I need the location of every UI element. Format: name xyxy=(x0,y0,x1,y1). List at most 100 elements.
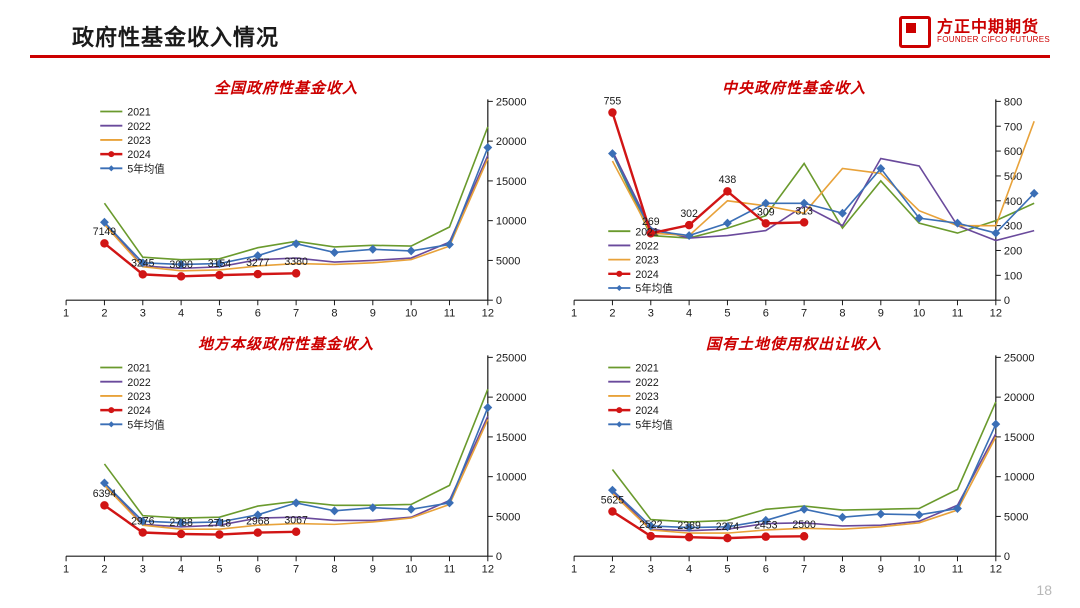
svg-text:2274: 2274 xyxy=(716,520,740,532)
svg-text:25000: 25000 xyxy=(496,352,527,364)
svg-text:2021: 2021 xyxy=(127,362,151,374)
svg-text:2024: 2024 xyxy=(635,405,659,417)
svg-text:5000: 5000 xyxy=(496,255,521,267)
svg-text:5625: 5625 xyxy=(601,494,625,506)
svg-text:0: 0 xyxy=(1004,551,1010,563)
svg-text:11: 11 xyxy=(444,563,455,575)
svg-text:5年均值: 5年均值 xyxy=(635,282,673,295)
svg-text:2024: 2024 xyxy=(127,405,151,417)
svg-text:5: 5 xyxy=(216,307,222,319)
brand-logo: 方正中期期货 FOUNDER CIFCO FUTURES xyxy=(899,16,1050,48)
svg-text:9: 9 xyxy=(370,307,376,319)
svg-text:10000: 10000 xyxy=(1004,471,1035,483)
svg-text:2022: 2022 xyxy=(635,240,659,252)
svg-text:11: 11 xyxy=(952,307,963,319)
svg-text:8: 8 xyxy=(331,563,337,575)
svg-text:20000: 20000 xyxy=(496,136,527,148)
svg-text:2023: 2023 xyxy=(127,135,151,147)
svg-text:20000: 20000 xyxy=(1004,392,1035,404)
svg-text:9: 9 xyxy=(878,563,884,575)
chart-local-fund: 1234567891011120500010000150002000025000… xyxy=(40,331,532,579)
svg-text:25000: 25000 xyxy=(1004,352,1035,364)
svg-text:5: 5 xyxy=(724,563,730,575)
panel-land-transfer: 国有土地使用权出让收入 1234567891011120500010000150… xyxy=(548,331,1040,579)
svg-text:313: 313 xyxy=(795,205,813,217)
svg-text:3000: 3000 xyxy=(169,259,193,271)
svg-text:2024: 2024 xyxy=(635,269,659,281)
svg-text:1: 1 xyxy=(63,563,69,575)
svg-text:4: 4 xyxy=(686,307,692,319)
svg-text:6: 6 xyxy=(763,563,769,575)
svg-text:100: 100 xyxy=(1004,270,1022,282)
svg-text:3: 3 xyxy=(648,563,654,575)
header-rule xyxy=(30,55,1050,58)
svg-text:2021: 2021 xyxy=(127,107,151,119)
page-title: 政府性基金收入情况 xyxy=(72,20,279,52)
svg-text:20000: 20000 xyxy=(496,392,527,404)
chart-central-fund: 1234567891011120100200300400500600700800… xyxy=(548,75,1040,323)
svg-text:15000: 15000 xyxy=(496,431,527,443)
svg-text:12: 12 xyxy=(990,563,1002,575)
svg-text:10: 10 xyxy=(913,563,925,575)
svg-text:6: 6 xyxy=(255,563,261,575)
svg-text:9: 9 xyxy=(370,563,376,575)
svg-text:10000: 10000 xyxy=(496,216,527,228)
svg-text:2022: 2022 xyxy=(635,376,659,388)
svg-text:438: 438 xyxy=(719,174,737,186)
svg-text:4: 4 xyxy=(178,563,184,575)
svg-text:3: 3 xyxy=(648,307,654,319)
svg-text:700: 700 xyxy=(1004,121,1022,133)
svg-text:5000: 5000 xyxy=(1004,511,1029,523)
svg-text:10: 10 xyxy=(913,307,925,319)
panel-local-fund: 地方本级政府性基金收入 1234567891011120500010000150… xyxy=(40,331,532,579)
svg-text:3245: 3245 xyxy=(131,257,155,269)
svg-text:2522: 2522 xyxy=(639,518,663,530)
svg-text:2023: 2023 xyxy=(127,390,151,402)
svg-text:8: 8 xyxy=(839,563,845,575)
svg-text:15000: 15000 xyxy=(1004,431,1035,443)
svg-text:2968: 2968 xyxy=(246,515,270,527)
svg-text:2718: 2718 xyxy=(208,517,232,529)
svg-text:3: 3 xyxy=(140,563,146,575)
svg-text:10000: 10000 xyxy=(496,471,527,483)
svg-text:5: 5 xyxy=(724,307,730,319)
svg-text:3277: 3277 xyxy=(246,257,270,269)
svg-text:2022: 2022 xyxy=(127,121,151,133)
svg-text:4: 4 xyxy=(178,307,184,319)
svg-text:6: 6 xyxy=(255,307,261,319)
svg-text:12: 12 xyxy=(482,307,494,319)
svg-text:800: 800 xyxy=(1004,96,1022,108)
svg-text:309: 309 xyxy=(757,206,775,218)
svg-text:0: 0 xyxy=(1004,295,1010,307)
svg-text:5年均值: 5年均值 xyxy=(127,162,165,175)
svg-text:2: 2 xyxy=(101,563,107,575)
svg-text:2500: 2500 xyxy=(792,519,816,531)
svg-text:9: 9 xyxy=(878,307,884,319)
svg-text:11: 11 xyxy=(952,563,963,575)
svg-text:755: 755 xyxy=(604,95,622,107)
svg-text:12: 12 xyxy=(482,563,494,575)
chart-land-transfer: 1234567891011120500010000150002000025000… xyxy=(548,331,1040,579)
svg-text:2023: 2023 xyxy=(635,390,659,402)
svg-text:0: 0 xyxy=(496,551,502,563)
svg-text:2453: 2453 xyxy=(754,519,778,531)
svg-text:10: 10 xyxy=(405,307,417,319)
svg-text:8: 8 xyxy=(331,307,337,319)
svg-text:1: 1 xyxy=(571,307,577,319)
svg-text:3380: 3380 xyxy=(284,256,308,268)
svg-text:600: 600 xyxy=(1004,146,1022,158)
svg-text:2024: 2024 xyxy=(127,149,151,161)
svg-text:5000: 5000 xyxy=(496,511,521,523)
svg-text:7: 7 xyxy=(293,563,299,575)
svg-text:302: 302 xyxy=(680,208,698,220)
svg-text:3: 3 xyxy=(140,307,146,319)
chart-national-fund: 1234567891011120500010000150002000025000… xyxy=(40,75,532,323)
svg-text:2022: 2022 xyxy=(127,376,151,388)
svg-text:7: 7 xyxy=(801,563,807,575)
svg-text:2021: 2021 xyxy=(635,226,659,238)
svg-text:200: 200 xyxy=(1004,245,1022,257)
svg-text:2389: 2389 xyxy=(677,520,701,532)
svg-text:3067: 3067 xyxy=(284,514,308,526)
panel-national-fund: 全国政府性基金收入 123456789101112050001000015000… xyxy=(40,75,532,323)
panel-central-fund: 中央政府性基金收入 123456789101112010020030040050… xyxy=(548,75,1040,323)
